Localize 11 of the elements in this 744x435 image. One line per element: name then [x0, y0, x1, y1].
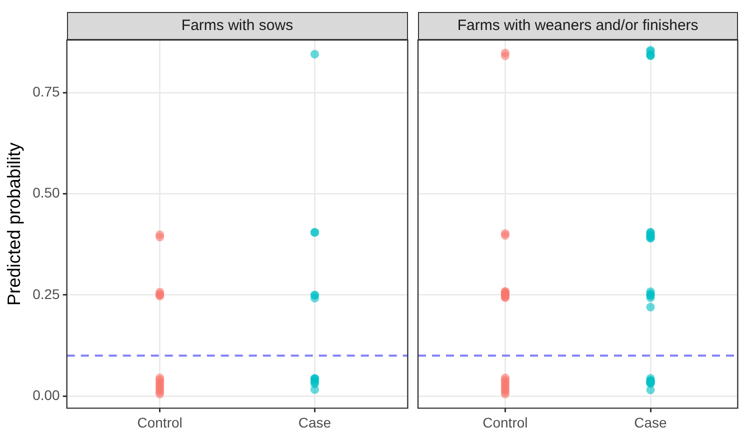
y-axis-title: Predicted probability	[4, 142, 24, 306]
y-tick-label: 0.00	[32, 386, 60, 403]
y-tick-label: 0.25	[32, 286, 60, 302]
chart-title: Farms with sows	[66, 12, 408, 40]
y-tick-label: 0.50	[32, 184, 60, 201]
x-tick-label: Case	[634, 414, 668, 430]
x-tick-label: Control	[137, 414, 182, 430]
x-tick-label: Control	[482, 414, 528, 430]
x-tick-label: Case	[298, 414, 332, 430]
y-tick-label: 0.75	[32, 83, 60, 100]
chart-title: Farms with weaners and/or finishers	[418, 12, 738, 40]
